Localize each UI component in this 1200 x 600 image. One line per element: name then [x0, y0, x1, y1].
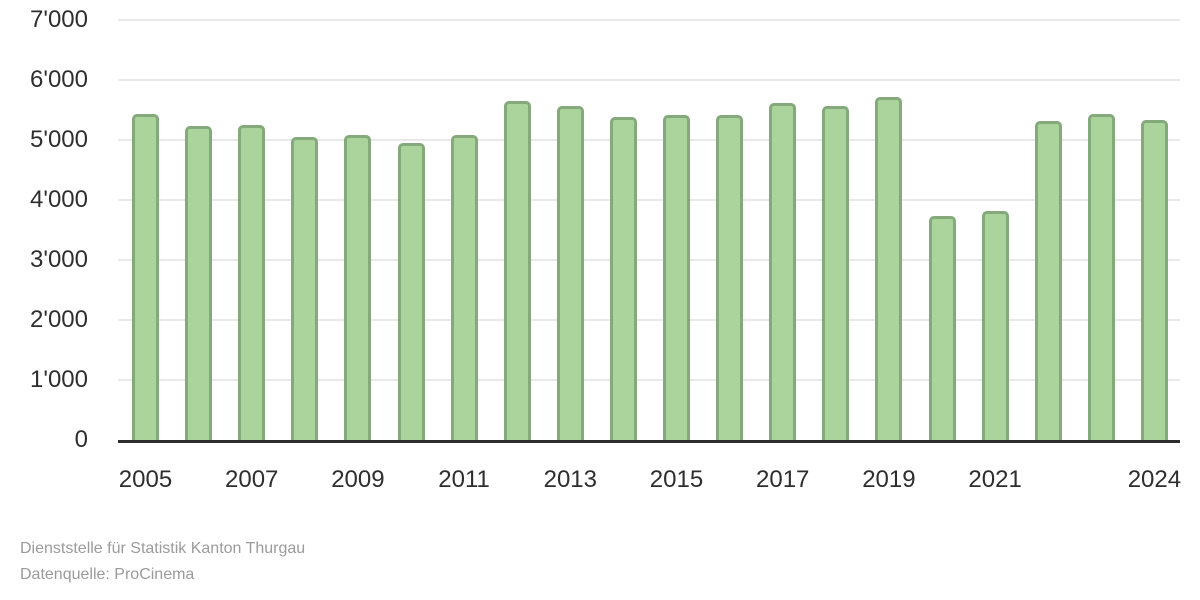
x-axis-tick-label: 2024 — [1127, 466, 1182, 493]
y-axis-tick-label: 7'000 — [30, 6, 88, 33]
bar-2021 — [981, 211, 1009, 440]
y-axis-tick-label: 3'000 — [30, 246, 88, 273]
x-axis-tick-label: 2015 — [649, 466, 704, 493]
gridline — [118, 19, 1180, 21]
x-axis-tick-label: 2005 — [118, 466, 173, 493]
gridline — [118, 79, 1180, 81]
y-axis-tick-label: 2'000 — [30, 306, 88, 333]
bar-2017 — [769, 103, 797, 440]
y-axis-labels: 0 1'000 2'000 3'000 4'000 5'000 6'000 7'000 — [0, 8, 88, 452]
x-axis-tick-label: 2019 — [862, 466, 916, 493]
bar-2013 — [556, 106, 584, 440]
bar-2011 — [450, 135, 478, 440]
bar-2023 — [1087, 114, 1115, 440]
source-note: Dienststelle für Statistik Kanton Thurga… — [20, 536, 305, 588]
bar-2024 — [1140, 120, 1168, 440]
x-axis-tick-label: 2009 — [331, 466, 385, 493]
x-axis-tick-label: 2007 — [224, 466, 279, 493]
y-axis-tick-label: 5'000 — [30, 126, 88, 153]
gridline — [118, 199, 1180, 201]
y-axis-tick-label: 4'000 — [30, 186, 88, 213]
gridline — [118, 319, 1180, 321]
bar-2015 — [663, 115, 690, 440]
y-axis-tick-label: 6'000 — [30, 66, 88, 93]
x-axis-tick-label: 2011 — [438, 466, 490, 493]
source-line-datasource: Datenquelle: ProCinema — [20, 566, 195, 583]
gridline — [118, 259, 1180, 261]
bar-2020 — [928, 216, 956, 440]
bar-2012 — [503, 101, 531, 440]
x-axis-tick-label: 2021 — [968, 466, 1022, 493]
gridline — [118, 139, 1180, 141]
source-line-publisher: Dienststelle für Statistik Kanton Thurga… — [20, 540, 306, 557]
bar-2016 — [716, 115, 744, 440]
bar-2018 — [822, 106, 850, 440]
bar-2005 — [132, 114, 159, 440]
bar-2014 — [609, 117, 637, 440]
plot-area — [118, 19, 1180, 443]
x-axis-tick-label: 2017 — [755, 466, 810, 493]
bar-2022 — [1034, 121, 1062, 440]
x-axis-labels: 2005 2007 2009 2011 2013 2015 2017 2019 2021 2024 — [118, 466, 1182, 500]
y-axis-tick-label: 0 — [74, 426, 88, 453]
bar-2009 — [344, 135, 372, 440]
gridline — [118, 379, 1180, 381]
bar-2019 — [875, 97, 903, 440]
y-axis-tick-label: 1'000 — [30, 366, 88, 393]
x-axis-tick-label: 2013 — [543, 466, 597, 493]
bar-2010 — [397, 143, 425, 440]
bar-2006 — [185, 126, 213, 440]
bar-2007 — [238, 125, 266, 440]
bar-2008 — [291, 137, 319, 440]
